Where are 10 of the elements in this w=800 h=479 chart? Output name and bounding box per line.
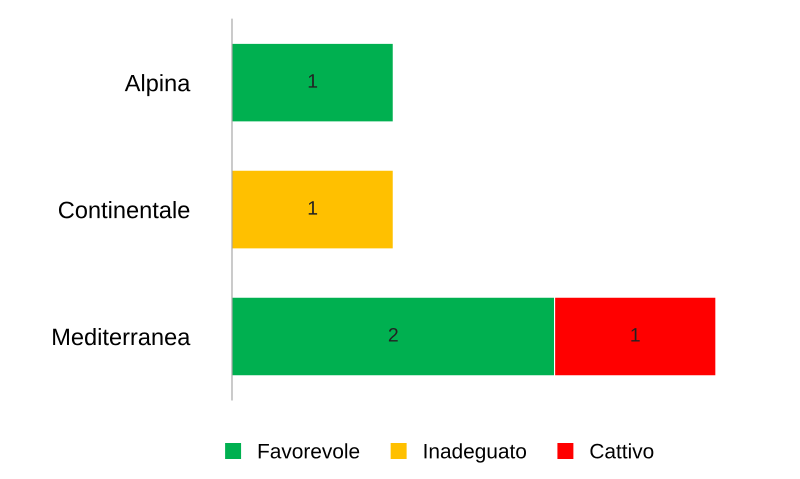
data-label: 1 xyxy=(308,74,318,88)
y-tick-label: Continentale xyxy=(58,201,190,218)
y-tick-label: Alpina xyxy=(124,74,190,96)
legend-label: Inadeguato xyxy=(424,443,526,463)
data-label: 2 xyxy=(388,328,398,342)
data-label: 1 xyxy=(308,201,318,215)
data-label: 1 xyxy=(631,328,640,342)
legend-label: Cattivo xyxy=(590,443,654,459)
y-tick-label: Mediterranea xyxy=(53,328,190,346)
legend-label: Favorevole xyxy=(258,443,360,459)
